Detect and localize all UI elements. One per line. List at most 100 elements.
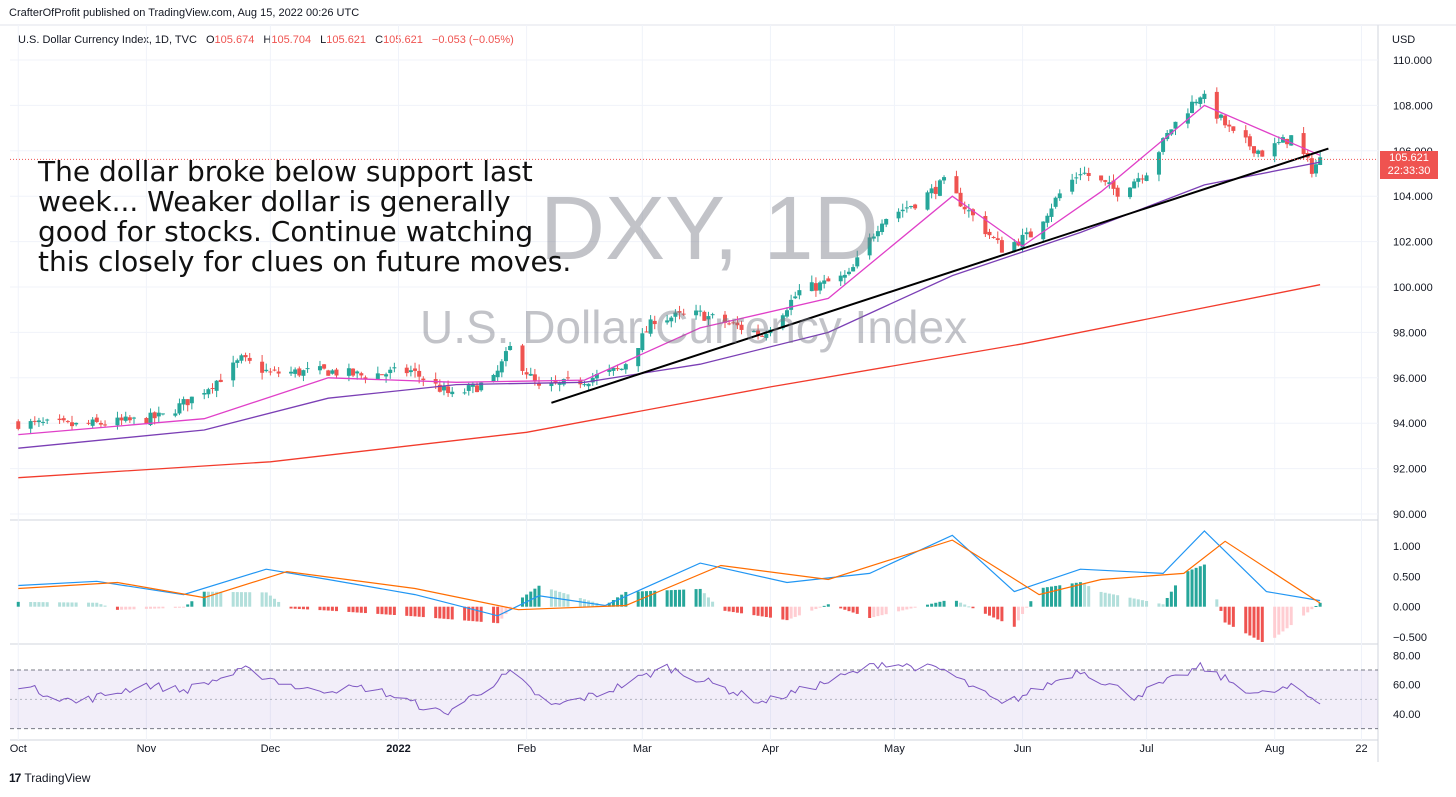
close-label: C [375, 34, 384, 46]
candle-body [710, 314, 715, 316]
macd-histogram-bar [91, 602, 95, 607]
candle-body [210, 387, 215, 389]
candle-body [1128, 187, 1133, 198]
moving-average-line [18, 104, 1321, 436]
candle-body [826, 278, 831, 282]
candle-body [636, 348, 641, 367]
x-tick-label: 22 [1355, 743, 1367, 755]
candle-body [359, 373, 364, 376]
macd-histogram-bar [409, 606, 413, 617]
candle-body [392, 367, 397, 369]
macd-histogram-bar [260, 592, 264, 607]
macd-histogram-bar [868, 606, 872, 619]
macd-histogram-bar [1165, 597, 1169, 607]
macd-histogram-bar [1248, 606, 1252, 636]
candle-body [32, 420, 37, 422]
candle-body [640, 333, 645, 351]
candle-body [491, 374, 496, 382]
x-tick-label: Nov [137, 743, 157, 755]
candle-body [669, 317, 674, 322]
macd-histogram-bar [132, 606, 136, 610]
candle-body [1161, 138, 1166, 152]
candle-body [355, 371, 360, 374]
x-tick-label: Dec [261, 743, 281, 755]
candle-body [189, 396, 194, 404]
candle-body [305, 368, 310, 370]
candle-body [1074, 177, 1079, 179]
macd-histogram-bar [1049, 586, 1053, 607]
macd-histogram-bar [206, 591, 210, 607]
candle-body [896, 211, 901, 219]
macd-histogram-bar [847, 606, 851, 612]
macd-histogram-bar [231, 592, 235, 607]
macd-histogram-bar [322, 606, 326, 611]
candle-body [479, 382, 484, 391]
candle-body [1218, 114, 1223, 118]
macd-histogram-bar [996, 606, 1000, 620]
macd-histogram-bar [1099, 591, 1103, 607]
candle-body [317, 366, 322, 371]
macd-histogram-bar [376, 606, 380, 614]
candle-body [61, 418, 66, 421]
candle-body [999, 240, 1004, 253]
candle-body [181, 399, 186, 405]
macd-histogram-bar [678, 589, 682, 607]
publisher-line: CrafterOfProfit published on TradingView… [9, 7, 360, 19]
candle-body [648, 319, 653, 334]
last-price-value: 105.621 [1389, 152, 1429, 164]
macd-histogram-bar [624, 591, 628, 607]
macd-histogram-bar [330, 606, 334, 611]
macd-histogram-bar [248, 592, 252, 607]
macd-histogram-bar [992, 606, 996, 618]
candle-body [90, 419, 95, 426]
candle-body [276, 371, 281, 374]
candle-body [260, 361, 265, 373]
candle-body [1256, 150, 1261, 154]
rsi-tick-label: 60.00 [1393, 680, 1421, 692]
macd-histogram-bar [496, 606, 500, 624]
candle-body [334, 369, 339, 376]
macd-histogram-bar [698, 588, 702, 607]
candle-body [475, 385, 480, 393]
macd-histogram-bar [731, 606, 735, 613]
candle-body [789, 299, 794, 310]
x-tick-label: Jun [1014, 743, 1032, 755]
macd-histogram-bar [1198, 566, 1202, 607]
candle-body [1289, 135, 1294, 146]
candle-body [1260, 150, 1265, 157]
macd-histogram-bar [1029, 601, 1033, 607]
macd-histogram-bar [822, 605, 826, 607]
macd-histogram-bar [1078, 582, 1082, 607]
macd-histogram-bar [1083, 584, 1087, 607]
macd-histogram-bar [500, 606, 504, 619]
y-tick-label: 104.000 [1393, 191, 1433, 203]
macd-histogram-bar [359, 606, 363, 613]
macd-histogram-bar [1016, 606, 1020, 621]
candle-body [822, 280, 827, 284]
macd-histogram-bar [504, 606, 508, 615]
candle-body [962, 206, 967, 210]
candle-body [727, 323, 732, 325]
candle-body [942, 177, 947, 181]
macd-histogram-bar [268, 595, 272, 607]
macd-histogram-bar [467, 606, 471, 621]
x-tick-label: Oct [10, 743, 27, 755]
y-tick-label: 102.000 [1393, 237, 1433, 249]
macd-histogram-bar [1256, 606, 1260, 640]
candle-body [1140, 178, 1145, 180]
macd-histogram-bar [905, 606, 909, 610]
macd-histogram-bar [525, 594, 529, 607]
candle-body [582, 384, 587, 386]
macd-tick-label: 0.000 [1393, 602, 1421, 614]
candle-body [375, 373, 380, 379]
macd-histogram-bar [876, 606, 880, 617]
candle-body [98, 422, 103, 425]
brand-name: TradingView [24, 771, 91, 785]
candle-body [1144, 175, 1149, 181]
rsi-tick-label: 40.00 [1393, 709, 1421, 721]
macd-histogram-bar [293, 606, 297, 609]
candle-body [160, 413, 165, 415]
candle-body [28, 421, 33, 429]
macd-tick-label: −0.500 [1393, 632, 1427, 644]
